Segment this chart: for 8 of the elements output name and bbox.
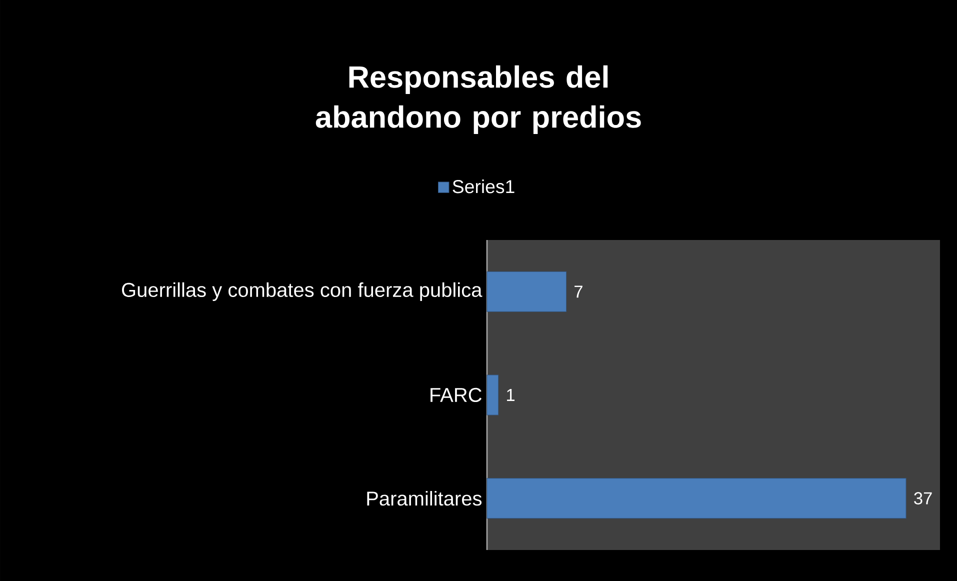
y-tick-label: Guerrillas y combates con fuerza publica (122, 282, 482, 301)
data-label: 1 (507, 389, 515, 401)
data-label: 7 (574, 286, 582, 298)
chart-title: Responsables del abandono por predios (316, 65, 641, 134)
y-tick-label: FARC (430, 388, 482, 402)
legend-label: Series1 (452, 180, 514, 194)
data-label: 37 (914, 492, 932, 504)
y-tick-label: Paramilitares (367, 490, 482, 506)
